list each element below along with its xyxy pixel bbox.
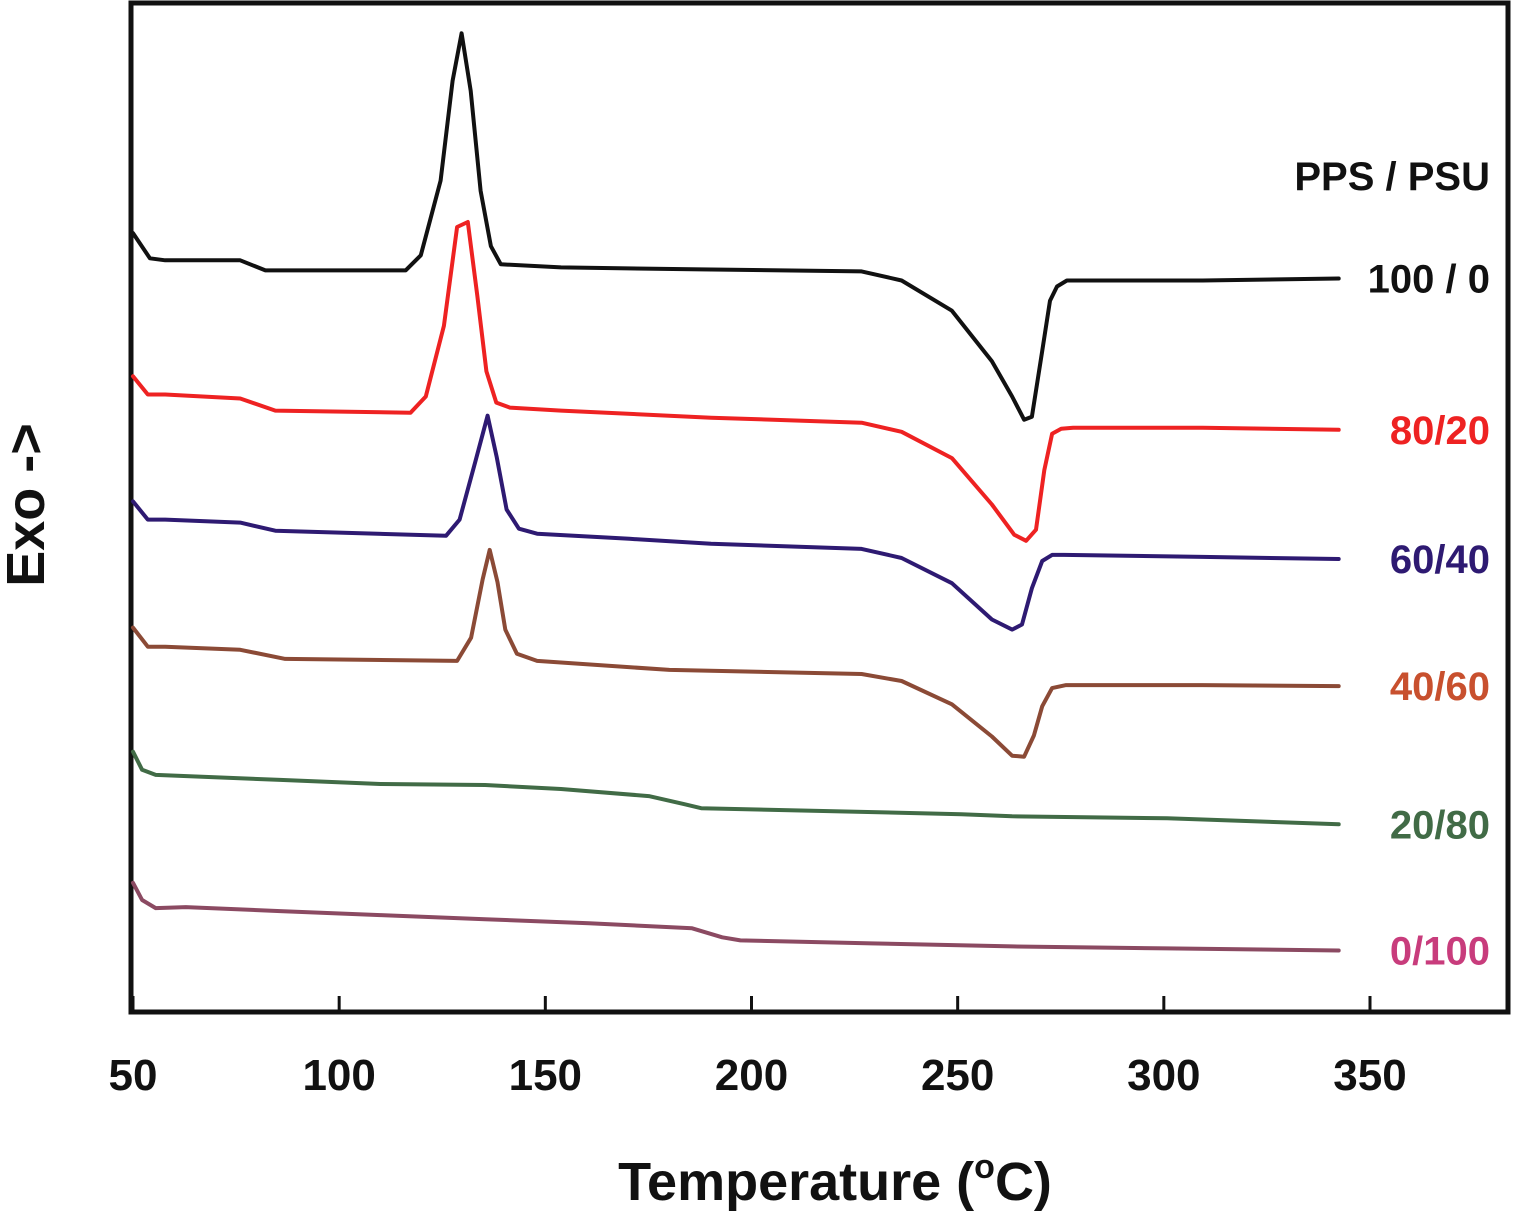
series-line-4 bbox=[131, 749, 1341, 827]
series-line-1 bbox=[131, 220, 1341, 543]
series-label-4: 20/80 bbox=[1390, 803, 1490, 847]
series-label-0: 100 / 0 bbox=[1368, 257, 1490, 301]
x-axis-title-end: C) bbox=[995, 1152, 1052, 1212]
series-line-5 bbox=[131, 880, 1341, 953]
x-tick-label-100: 100 bbox=[302, 1051, 375, 1100]
series-labels: 100 / 0 80/20 60/40 40/60 20/80 0/100 bbox=[1368, 257, 1490, 973]
series-line-3 bbox=[131, 547, 1341, 759]
x-tick-label-350: 350 bbox=[1333, 1051, 1406, 1100]
series-label-3: 40/60 bbox=[1390, 665, 1490, 709]
legend-title: PPS / PSU bbox=[1294, 155, 1490, 199]
x-axis-title-main: Temperature ( bbox=[618, 1152, 974, 1212]
x-tick-label-150: 150 bbox=[509, 1051, 582, 1100]
x-axis-title: Temperature (oC) bbox=[618, 1148, 1052, 1212]
x-tick-label-200: 200 bbox=[715, 1051, 788, 1100]
x-tick-label-300: 300 bbox=[1127, 1051, 1200, 1100]
x-axis-ticks bbox=[131, 996, 1372, 1012]
x-axis-title-degree: o bbox=[974, 1148, 995, 1186]
x-tick-label-250: 250 bbox=[921, 1051, 994, 1100]
y-axis-title: Exo -> bbox=[0, 423, 56, 587]
x-axis-tick-labels: 50 100 150 200 250 300 350 bbox=[109, 1051, 1407, 1100]
series-label-2: 60/40 bbox=[1390, 538, 1490, 582]
series-lines bbox=[131, 31, 1341, 953]
x-tick-label-50: 50 bbox=[109, 1051, 158, 1100]
plot-frame bbox=[128, 0, 1511, 1015]
series-label-1: 80/20 bbox=[1390, 409, 1490, 453]
series-line-2 bbox=[131, 413, 1341, 632]
series-label-5: 0/100 bbox=[1390, 929, 1490, 973]
series-line-0 bbox=[131, 31, 1341, 422]
